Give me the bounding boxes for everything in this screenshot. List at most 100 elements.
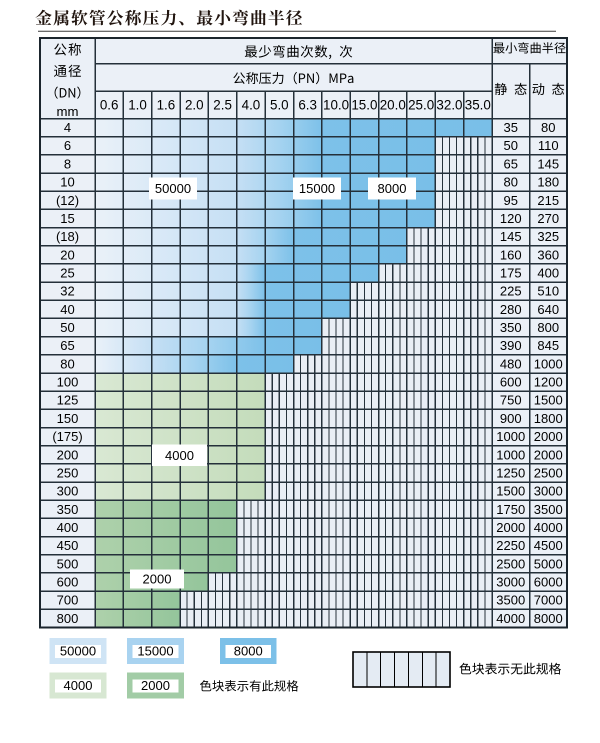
svg-text:2000: 2000 — [141, 678, 170, 693]
svg-text:600: 600 — [500, 375, 522, 390]
svg-text:65: 65 — [504, 156, 518, 171]
svg-text:3500: 3500 — [534, 502, 563, 517]
svg-text:900: 900 — [500, 411, 522, 426]
svg-text:mm: mm — [57, 104, 79, 119]
svg-text:845: 845 — [537, 338, 559, 353]
svg-text:2000: 2000 — [143, 572, 172, 587]
svg-text:120: 120 — [500, 211, 522, 226]
svg-text:215: 215 — [537, 193, 559, 208]
svg-text:2500: 2500 — [496, 556, 525, 571]
svg-text:5.0: 5.0 — [270, 98, 289, 113]
svg-text:2500: 2500 — [534, 465, 563, 480]
svg-text:5000: 5000 — [534, 556, 563, 571]
svg-text:1000: 1000 — [534, 356, 563, 371]
svg-text:225: 225 — [500, 284, 522, 299]
svg-text:50000: 50000 — [60, 644, 96, 659]
svg-text:800: 800 — [537, 320, 559, 335]
svg-text:2.0: 2.0 — [185, 98, 204, 113]
svg-text:95: 95 — [504, 193, 518, 208]
svg-text:1.6: 1.6 — [157, 98, 176, 113]
svg-text:4.0: 4.0 — [242, 98, 261, 113]
svg-text:325: 325 — [537, 229, 559, 244]
svg-text:145: 145 — [537, 156, 559, 171]
svg-text:1800: 1800 — [534, 411, 563, 426]
svg-text:500: 500 — [57, 556, 79, 571]
svg-text:1500: 1500 — [496, 484, 525, 499]
svg-text:15.0: 15.0 — [351, 98, 377, 113]
svg-text:(18): (18) — [56, 229, 79, 244]
svg-text:6000: 6000 — [534, 575, 563, 590]
svg-text:25: 25 — [60, 265, 74, 280]
svg-text:40: 40 — [60, 302, 74, 317]
svg-text:20.0: 20.0 — [380, 98, 406, 113]
svg-text:100: 100 — [57, 375, 79, 390]
svg-text:145: 145 — [500, 229, 522, 244]
svg-text:15: 15 — [60, 211, 74, 226]
svg-text:270: 270 — [537, 211, 559, 226]
svg-text:510: 510 — [537, 284, 559, 299]
svg-text:15000: 15000 — [137, 644, 173, 659]
svg-text:8: 8 — [64, 156, 71, 171]
svg-text:110: 110 — [538, 138, 559, 153]
svg-text:2000: 2000 — [534, 447, 563, 462]
svg-text:8000: 8000 — [234, 644, 263, 659]
svg-text:15000: 15000 — [299, 181, 335, 196]
svg-text:3000: 3000 — [534, 484, 563, 499]
svg-text:600: 600 — [57, 575, 79, 590]
svg-text:0.6: 0.6 — [100, 98, 119, 113]
svg-text:125: 125 — [57, 393, 79, 408]
svg-text:1200: 1200 — [534, 375, 563, 390]
svg-text:4: 4 — [64, 120, 71, 135]
svg-text:1250: 1250 — [496, 465, 525, 480]
svg-text:4000: 4000 — [534, 520, 563, 535]
svg-text:20: 20 — [60, 247, 74, 262]
svg-text:1.0: 1.0 — [128, 98, 147, 113]
svg-text:7000: 7000 — [534, 593, 563, 608]
svg-text:390: 390 — [500, 338, 522, 353]
svg-text:4500: 4500 — [534, 538, 563, 553]
svg-text:640: 640 — [537, 302, 559, 317]
svg-text:50000: 50000 — [155, 181, 191, 196]
svg-text:150: 150 — [57, 411, 79, 426]
svg-text:8000: 8000 — [378, 181, 407, 196]
svg-text:25.0: 25.0 — [408, 98, 434, 113]
svg-text:1500: 1500 — [534, 393, 563, 408]
svg-text:3000: 3000 — [496, 575, 525, 590]
svg-text:6: 6 — [64, 138, 71, 153]
svg-text:180: 180 — [537, 175, 559, 190]
svg-text:32: 32 — [60, 284, 74, 299]
svg-text:250: 250 — [57, 465, 79, 480]
svg-text:300: 300 — [57, 484, 79, 499]
svg-text:10.0: 10.0 — [323, 98, 349, 113]
svg-text:480: 480 — [500, 356, 522, 371]
svg-text:350: 350 — [57, 502, 79, 517]
svg-text:280: 280 — [500, 302, 522, 317]
svg-text:4000: 4000 — [496, 611, 525, 626]
svg-text:2000: 2000 — [534, 429, 563, 444]
svg-text:8000: 8000 — [534, 611, 563, 626]
svg-text:450: 450 — [57, 538, 79, 553]
svg-text:700: 700 — [57, 593, 79, 608]
svg-text:2.5: 2.5 — [213, 98, 232, 113]
svg-text:2250: 2250 — [496, 538, 525, 553]
svg-text:50: 50 — [504, 138, 518, 153]
svg-text:10: 10 — [60, 175, 74, 190]
svg-text:35.0: 35.0 — [465, 98, 491, 113]
svg-text:400: 400 — [57, 520, 79, 535]
svg-text:50: 50 — [60, 320, 74, 335]
svg-text:6.3: 6.3 — [298, 98, 317, 113]
svg-text:350: 350 — [500, 320, 522, 335]
svg-text:(12): (12) — [56, 193, 79, 208]
svg-text:800: 800 — [57, 611, 79, 626]
svg-text:80: 80 — [541, 120, 555, 135]
svg-text:200: 200 — [57, 447, 79, 462]
svg-text:1000: 1000 — [496, 447, 525, 462]
svg-text:160: 160 — [500, 247, 522, 262]
svg-text:1000: 1000 — [496, 429, 525, 444]
svg-text:4000: 4000 — [64, 678, 93, 693]
svg-text:35: 35 — [504, 120, 518, 135]
svg-text:2000: 2000 — [496, 520, 525, 535]
svg-text:750: 750 — [500, 393, 522, 408]
svg-text:80: 80 — [60, 356, 74, 371]
svg-text:360: 360 — [537, 247, 559, 262]
